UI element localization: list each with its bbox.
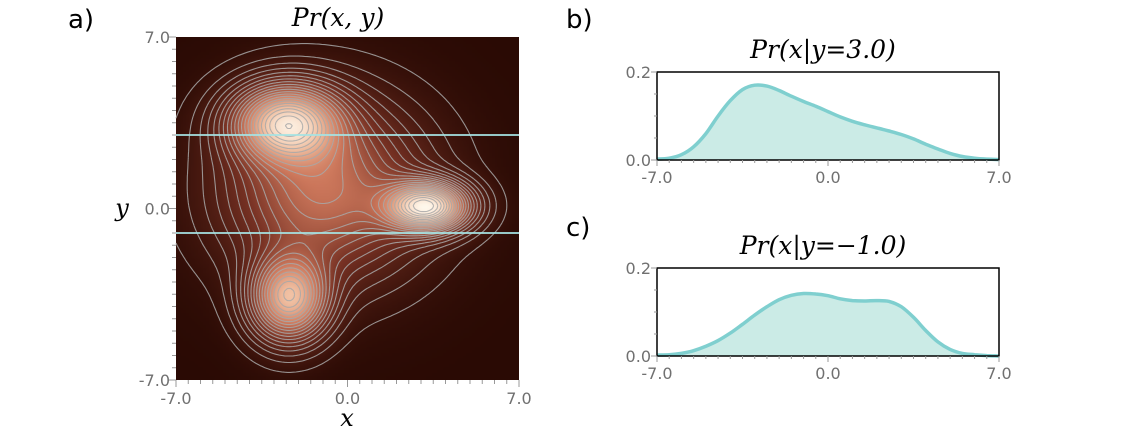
contour-level-11: [237, 88, 465, 329]
x-tick-label: -7.0: [641, 168, 672, 187]
y-tick-label: 0.0: [145, 200, 170, 219]
conditional-density-panel-c: Pr(x|y=−1.0) -7.0 0.0 7.00.00.2: [626, 231, 1012, 383]
contour-level-18: [260, 105, 448, 302]
y-tick-label: 7.0: [145, 28, 170, 47]
contour-level-4: [207, 67, 486, 352]
contour-level-5: [213, 71, 482, 348]
y-tick-label: 0.2: [626, 259, 651, 278]
conditional-density-panel-b: Pr(x|y=3.0) -7.0 0.0 7.00.00.2: [626, 35, 1012, 187]
joint-density-title: Pr(x, y): [291, 3, 384, 32]
contour-level-1: [175, 43, 508, 373]
contour-lines: [175, 43, 508, 373]
contour-level-20: [269, 111, 442, 217]
y-axis-label: y: [114, 194, 129, 222]
density-area: [657, 293, 999, 356]
contour-level-22: [284, 123, 435, 213]
joint-density-plot: [175, 37, 519, 380]
contour-level-8: [226, 81, 472, 337]
x-tick-label: 0.0: [335, 389, 360, 408]
contour-level-3: [199, 62, 491, 357]
y-tick-label: 0.0: [626, 347, 651, 366]
contour-level-7: [222, 78, 475, 341]
x-tick-label: -7.0: [160, 389, 191, 408]
conditional-b-title: Pr(x|y=3.0): [749, 35, 896, 65]
x-tick-label: 0.0: [815, 364, 840, 383]
x-tick-label: 0.0: [815, 168, 840, 187]
contour-level-15: [250, 98, 455, 316]
joint-density-panel: Pr(x, y) -7.0 0.0 7.0 -7.0 0.0 7.0 x y: [114, 3, 532, 431]
y-tick-label: -7.0: [139, 371, 170, 390]
x-tick-label: 7.0: [986, 168, 1011, 187]
y-tick-label: 0.0: [626, 151, 651, 170]
y-tick-label: 0.2: [626, 63, 651, 82]
contour-level-19: [264, 108, 445, 219]
density-curve: [656, 83, 1000, 162]
conditional-c-plot: -7.0 0.0 7.00.00.2: [626, 259, 1012, 383]
x-axis-label: x: [340, 404, 354, 431]
x-tick-label: 7.0: [506, 389, 531, 408]
conditional-b-plot: -7.0 0.0 7.00.00.2: [626, 63, 1012, 187]
contour-level-12: [240, 91, 462, 326]
x-tick-label: 7.0: [986, 364, 1011, 383]
density-curve: [656, 291, 1000, 358]
conditional-c-title: Pr(x|y=−1.0): [739, 231, 907, 261]
contour-level-14: [247, 95, 457, 320]
contour-level-6: [218, 75, 478, 344]
x-tick-label: -7.0: [641, 364, 672, 383]
contour-level-16: [253, 100, 453, 313]
panel-label-a: a): [68, 5, 94, 35]
panel-label-c: c): [566, 213, 590, 243]
contour-level-17: [257, 102, 450, 308]
density-area: [657, 84, 999, 160]
joint-density-ticks: -7.0 0.0 7.0 -7.0 0.0 7.0: [139, 28, 532, 408]
panel-label-b: b): [566, 5, 593, 35]
